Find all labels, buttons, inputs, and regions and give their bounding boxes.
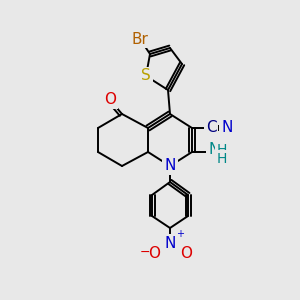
Text: C: C bbox=[206, 121, 216, 136]
Text: N: N bbox=[208, 142, 220, 158]
Text: +: + bbox=[176, 229, 184, 239]
Text: N: N bbox=[164, 236, 176, 250]
Text: H: H bbox=[217, 143, 227, 157]
Text: O: O bbox=[148, 247, 160, 262]
Text: N: N bbox=[221, 121, 233, 136]
Text: Br: Br bbox=[132, 32, 148, 46]
Text: S: S bbox=[141, 68, 151, 83]
Text: −: − bbox=[140, 246, 151, 259]
Text: O: O bbox=[104, 92, 116, 107]
Text: N: N bbox=[164, 158, 176, 173]
Text: H: H bbox=[217, 152, 227, 166]
Text: O: O bbox=[180, 247, 192, 262]
